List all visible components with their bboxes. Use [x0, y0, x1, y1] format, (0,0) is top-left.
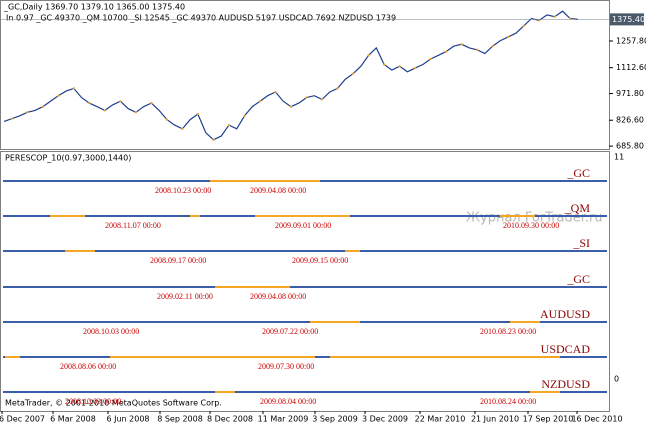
x-tick-label: 11 Mar 2009	[258, 415, 309, 424]
row-date: 2008.09.17 00:00	[150, 256, 206, 265]
price-panel	[0, 0, 610, 150]
indicator-scale-bottom: 0	[614, 375, 619, 384]
row-label: _SI	[572, 236, 590, 250]
row-date: 2009.09.15 00:00	[292, 256, 348, 265]
row-date: 2008.10.03 00:00	[83, 327, 139, 336]
indicator-scale-top: 11	[614, 153, 624, 162]
y-tick-label: 1112.60	[616, 63, 646, 72]
x-tick-label: 21 Jun 2010	[471, 415, 519, 424]
x-tick-label: 6 Jun 2008	[106, 415, 149, 424]
x-tick-label: 8 Dec 2008	[207, 415, 253, 424]
y-tick-label: 1257.80	[616, 36, 646, 45]
header: _GC,Daily 1369.70 1379.10 1365.00 1375.4…	[3, 3, 185, 12]
y-tick-label: 826.60	[616, 116, 644, 125]
row-date: 2009.04.08 00:00	[250, 292, 306, 301]
x-tick-label: 16 Dec 2010	[571, 415, 622, 424]
row-date: 2008.11.07 00:00	[105, 221, 161, 230]
x-tick-label: 3 Dec 2009	[362, 415, 408, 424]
y-tick-label: 971.80	[616, 89, 644, 98]
footer: MetaTrader, © 2001-2010 MetaQuotes Softw…	[5, 399, 222, 408]
row-date: 2009.08.04 00:00	[260, 397, 316, 406]
row-date: 2010.09.30 00:00	[503, 221, 559, 230]
row-label: _GC	[566, 272, 590, 286]
row-date: 2010.08.23 00:00	[480, 327, 536, 336]
x-tick-label: 3 Sep 2009	[312, 415, 358, 424]
current-price-box	[610, 13, 644, 26]
y-tick-label: 685.80	[616, 142, 644, 151]
row-label: _QM	[564, 201, 591, 215]
row-date: 2009.04.08 00:00	[250, 186, 306, 195]
row-date: 2008.10.23 00:00	[155, 186, 211, 195]
row-label: AUDUSD	[540, 307, 590, 321]
indicator-panel	[0, 151, 610, 412]
watermark: Журнал ForTrader.ru	[466, 211, 603, 226]
current-price-label: 1375.40	[612, 15, 645, 24]
row-date: 2009.07.22 00:00	[262, 327, 318, 336]
row-label: NZDUSD	[541, 377, 590, 391]
x-tick-label: 8 Sep 2008	[157, 415, 203, 424]
x-tick-label: 6 Dec 2007	[0, 415, 45, 424]
x-tick-label: 6 Mar 2008	[50, 415, 96, 424]
row-date: 2009.02.11 00:00	[157, 292, 213, 301]
row-date: 2008.08.06 00:00	[60, 362, 116, 371]
row-label: USDCAD	[541, 342, 591, 356]
row-label: _GC	[566, 166, 590, 180]
row-date: 2009.07.30 00:00	[258, 362, 314, 371]
row-date: 2010.08.24 00:00	[480, 397, 536, 406]
indicator-title: PERESCOP_10(0.97,3000,1440)	[5, 154, 131, 163]
indicator-values: In 0.97 _GC 49370 _QM 10700 _SI 12545 _G…	[6, 14, 396, 23]
price-line	[3, 10, 579, 141]
row-date: 2009.09.01 00:00	[275, 221, 331, 230]
x-tick-label: 17 Sep 2010	[523, 415, 574, 424]
x-tick-label: 22 Mar 2010	[415, 415, 466, 424]
row-date: 2008.10.03 00:00	[65, 397, 121, 406]
